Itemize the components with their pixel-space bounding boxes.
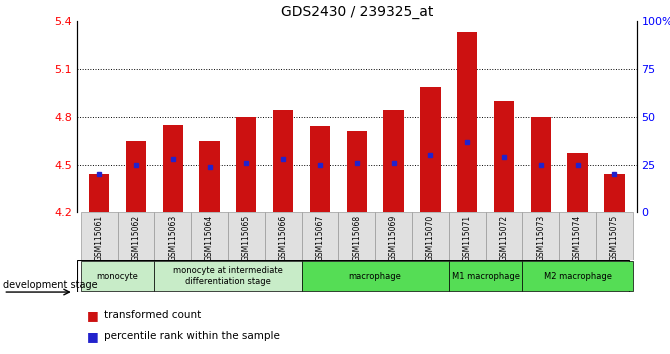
Bar [126,141,146,212]
FancyBboxPatch shape [375,212,412,260]
Bar [531,117,551,212]
Text: GSM115068: GSM115068 [352,215,361,261]
Text: GSM115073: GSM115073 [536,215,545,261]
Text: ■: ■ [87,309,99,321]
FancyBboxPatch shape [154,212,191,260]
FancyBboxPatch shape [154,261,302,291]
Bar [200,141,220,212]
Text: GSM115067: GSM115067 [316,215,324,261]
Text: ■: ■ [87,330,99,343]
Bar [163,125,183,212]
Text: GSM115063: GSM115063 [168,215,178,261]
FancyBboxPatch shape [523,212,559,260]
Text: monocyte: monocyte [96,272,139,281]
Bar [494,101,514,212]
Text: GSM115065: GSM115065 [242,215,251,261]
Text: GSM115074: GSM115074 [573,215,582,261]
FancyBboxPatch shape [486,212,523,260]
Bar [567,153,588,212]
FancyBboxPatch shape [338,212,375,260]
Text: GSM115071: GSM115071 [463,215,472,261]
Bar [310,126,330,212]
FancyBboxPatch shape [228,212,265,260]
Text: macrophage: macrophage [349,272,401,281]
FancyBboxPatch shape [80,261,154,291]
Bar [383,110,404,212]
FancyBboxPatch shape [80,212,117,260]
Text: GSM115061: GSM115061 [94,215,104,261]
FancyBboxPatch shape [191,212,228,260]
FancyBboxPatch shape [523,261,633,291]
Bar [89,174,109,212]
FancyBboxPatch shape [117,212,154,260]
Text: percentile rank within the sample: percentile rank within the sample [104,331,280,341]
Text: M2 macrophage: M2 macrophage [543,272,612,281]
Bar [420,86,440,212]
FancyBboxPatch shape [559,212,596,260]
Text: GSM115066: GSM115066 [279,215,287,261]
FancyBboxPatch shape [265,212,302,260]
Text: GSM115064: GSM115064 [205,215,214,261]
FancyBboxPatch shape [449,212,486,260]
Text: GSM115070: GSM115070 [426,215,435,261]
Text: GSM115072: GSM115072 [500,215,509,261]
Title: GDS2430 / 239325_at: GDS2430 / 239325_at [281,5,433,19]
Text: development stage: development stage [3,280,98,290]
Bar [346,131,367,212]
Bar [457,32,477,212]
Bar [237,117,257,212]
Text: GSM115069: GSM115069 [389,215,398,261]
Text: monocyte at intermediate
differentiation stage: monocyte at intermediate differentiation… [173,267,283,286]
Bar [273,110,293,212]
FancyBboxPatch shape [596,212,633,260]
FancyBboxPatch shape [449,261,523,291]
Text: GSM115062: GSM115062 [131,215,141,261]
FancyBboxPatch shape [412,212,449,260]
Bar [604,174,624,212]
FancyBboxPatch shape [302,212,338,260]
FancyBboxPatch shape [77,260,629,292]
FancyBboxPatch shape [302,261,449,291]
Text: transformed count: transformed count [104,310,201,320]
Text: M1 macrophage: M1 macrophage [452,272,520,281]
Text: GSM115075: GSM115075 [610,215,619,261]
